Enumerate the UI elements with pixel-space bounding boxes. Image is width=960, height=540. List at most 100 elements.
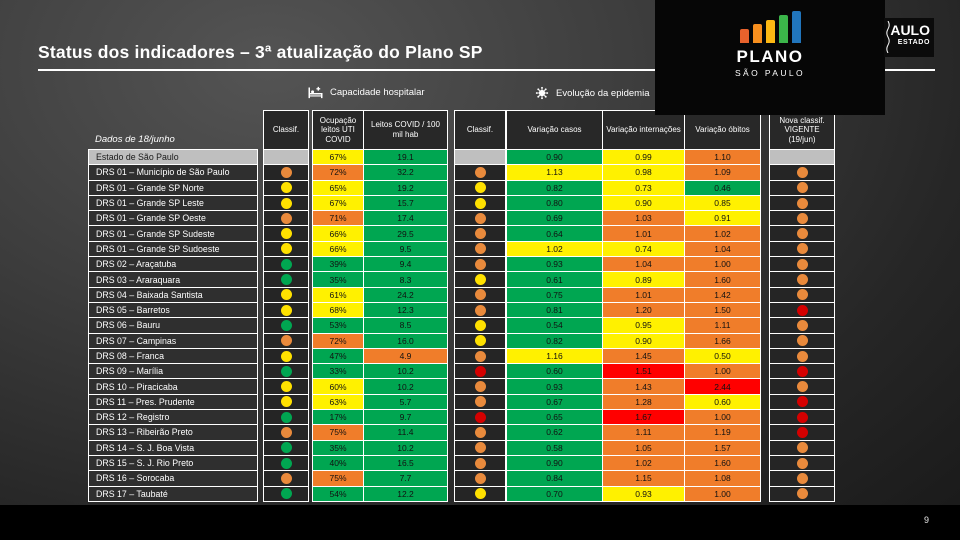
leitos-covid-cell: 10.2 [363,378,448,395]
classif-dot-orange [796,335,808,347]
table-row: DRS 05 – Barretos 68% 12.3 0.81 1.20 1.5… [88,301,835,319]
row-label: DRS 17 – Taubaté [88,485,258,502]
nova-classif-cell [769,332,835,349]
ocupacao-uti-cell: 61% [312,286,364,303]
variacao-obitos-cell: 1.11 [684,317,761,334]
ocupacao-uti-cell: 35% [312,271,364,288]
leitos-covid-cell: 32.2 [363,164,448,181]
hospitalar-classif-cell [263,256,309,273]
classif-dot-orange [796,472,808,484]
epidemia-classif-cell [454,378,506,395]
classif-dot-green [280,319,292,331]
variacao-casos-cell: 1.13 [506,164,603,181]
table-row: DRS 03 – Araraquara 35% 8.3 0.61 0.89 1.… [88,271,835,288]
row-label: DRS 12 – Registro [88,409,258,426]
classif-dot-orange [474,381,486,393]
epidemia-classif-cell [454,164,506,181]
classif-dot-yellow [280,228,292,240]
classif-dot-yellow [280,289,292,301]
variacao-internacoes-cell: 1.05 [602,439,685,456]
classif-dot-orange [474,166,486,178]
variacao-casos-cell: 0.90 [506,454,603,472]
hospitalar-classif-cell [263,194,309,212]
table-header-row: Dados de 18/junho Classif. Ocupação leit… [88,110,835,150]
row-label: DRS 01 – Grande SP Leste [88,194,258,212]
table-row: DRS 15 – S. J. Rio Preto 40% 16.5 0.90 1… [88,454,835,472]
classif-dot-yellow [474,274,486,286]
classif-dot-yellow [280,182,292,194]
ocupacao-uti-cell: 66% [312,225,364,242]
table-row: DRS 11 – Pres. Prudente 63% 5.7 0.67 1.2… [88,393,835,411]
ocupacao-uti-cell: 35% [312,439,364,456]
row-label: DRS 14 – S. J. Boa Vista [88,439,258,456]
hospitalar-classif-cell [263,225,309,242]
epidemia-classif-cell [454,409,506,426]
variacao-internacoes-cell: 0.89 [602,271,685,288]
epidemia-classif-cell [454,240,506,258]
virus-icon [535,86,549,100]
epidemia-classif-cell [454,454,506,472]
hospitalar-classif-cell [263,439,309,456]
hospitalar-classif-cell [263,485,309,502]
variacao-internacoes-cell: 1.43 [602,378,685,395]
ocupacao-uti-cell: 68% [312,301,364,319]
leitos-covid-cell: 10.2 [363,363,448,380]
classif-dot-orange [280,426,292,438]
leitos-covid-cell: 24.2 [363,286,448,303]
hospitalar-classif-cell [263,393,309,411]
nova-classif-cell [769,470,835,487]
classif-dot-red [474,411,486,423]
variacao-obitos-cell: 1.00 [684,485,761,502]
page-title: Status dos indicadores – 3ª atualização … [38,42,483,62]
classif-dot-yellow [280,396,292,408]
variacao-internacoes-cell: 0.95 [602,317,685,334]
variacao-internacoes-cell: 1.15 [602,470,685,487]
nova-classif-cell [769,393,835,411]
leitos-covid-cell: 5.7 [363,393,448,411]
variacao-casos-cell: 0.93 [506,256,603,273]
leitos-covid-cell: 4.9 [363,347,448,365]
leitos-covid-cell: 19.2 [363,179,448,196]
row-label: DRS 13 – Ribeirão Preto [88,424,258,441]
variacao-obitos-cell: 1.08 [684,470,761,487]
table-row: DRS 01 – Grande SP Sudeste 66% 29.5 0.64… [88,225,835,242]
governo-logo-text: AULO [890,22,930,38]
governo-sp-logo: AULO ESTADO [884,18,934,57]
variacao-obitos-cell: 1.19 [684,424,761,441]
group-label-text: Evolução da epidemia [556,87,650,99]
ocupacao-uti-cell: 67% [312,149,364,166]
variacao-internacoes-cell: 1.01 [602,286,685,303]
classif-dot-orange [474,457,486,469]
nova-classif-cell [769,256,835,273]
plano-logo-subtext: SÃO PAULO [734,68,806,78]
epidemia-classif-cell [454,332,506,349]
classif-dot-orange [474,426,486,438]
variacao-internacoes-cell: 0.99 [602,149,685,166]
leitos-covid-cell: 9.4 [363,256,448,273]
table-row: DRS 01 – Grande SP Oeste 71% 17.4 0.69 1… [88,210,835,227]
ocupacao-uti-cell: 71% [312,210,364,227]
ocupacao-uti-cell: 39% [312,256,364,273]
row-label: DRS 04 – Baixada Santista [88,286,258,303]
classif-dot-orange [796,274,808,286]
table-body: Estado de São Paulo 67% 19.1 0.90 0.99 1… [88,149,835,502]
classif-dot-orange [796,350,808,362]
hospitalar-classif-cell [263,210,309,227]
leitos-covid-cell: 8.3 [363,271,448,288]
table-row: DRS 06 – Bauru 53% 8.5 0.54 0.95 1.11 [88,317,835,334]
state-outline-icon [886,21,890,53]
plano-logo-bars [739,10,801,43]
ocupacao-uti-cell: 47% [312,347,364,365]
table-caption: Dados de 18/junho [95,133,175,145]
classif-dot-orange [796,319,808,331]
epidemia-classif-cell [454,301,506,319]
table-row: DRS 10 – Piracicaba 60% 10.2 0.93 1.43 2… [88,378,835,395]
classif-dot-green [280,488,292,500]
row-label: DRS 01 – Município de São Paulo [88,164,258,181]
epidemia-classif-cell [454,256,506,273]
classif-dot-red [796,411,808,423]
variacao-internacoes-cell: 1.28 [602,393,685,411]
variacao-casos-cell: 0.82 [506,332,603,349]
nova-classif-cell [769,485,835,502]
classif-dot-orange [796,166,808,178]
